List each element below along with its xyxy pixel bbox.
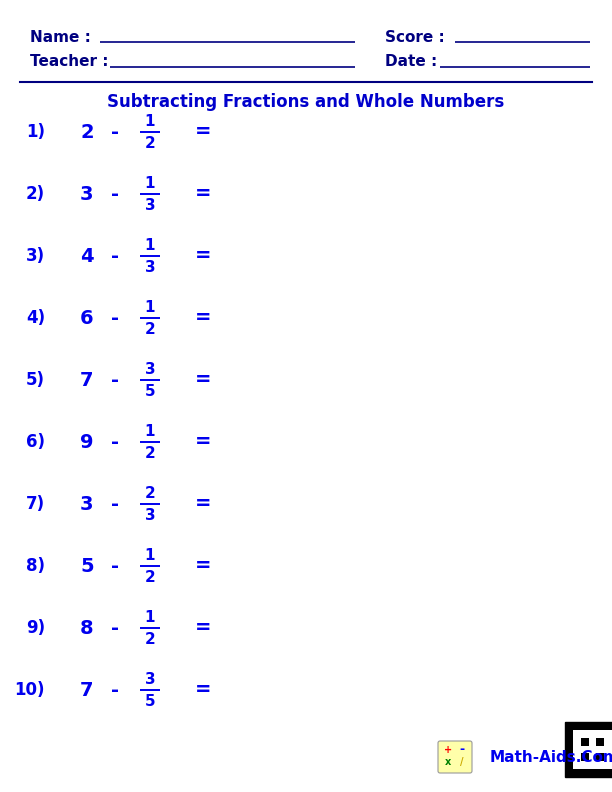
Text: -: - [111, 123, 119, 142]
Text: 1): 1) [26, 123, 45, 141]
Text: =: = [195, 494, 212, 513]
Text: 2: 2 [144, 569, 155, 584]
Text: -: - [111, 371, 119, 390]
Text: 4): 4) [26, 309, 45, 327]
Bar [565, 722, 573, 730]
Text: 8: 8 [80, 619, 94, 638]
Bar [589, 722, 597, 730]
Bar [565, 769, 573, 777]
Text: /: / [460, 757, 464, 767]
Text: 3: 3 [144, 260, 155, 275]
Bar [597, 769, 604, 777]
Bar [604, 722, 612, 730]
Bar [589, 769, 597, 777]
Bar [597, 722, 604, 730]
Text: 2: 2 [144, 631, 155, 646]
Text: -: - [111, 494, 119, 513]
Text: Date :: Date : [385, 55, 437, 70]
Text: =: = [195, 123, 212, 142]
Text: Score :: Score : [385, 29, 445, 44]
Bar [573, 769, 581, 777]
Bar [565, 722, 612, 777]
FancyBboxPatch shape [438, 741, 472, 773]
Text: 1: 1 [145, 176, 155, 191]
Text: 3): 3) [26, 247, 45, 265]
Text: Math-Aids.Com: Math-Aids.Com [490, 749, 612, 764]
Bar [581, 737, 589, 745]
Bar [604, 769, 612, 777]
Text: 2: 2 [144, 322, 155, 337]
Text: 4: 4 [80, 246, 94, 265]
Text: =: = [195, 619, 212, 638]
Text: 2): 2) [26, 185, 45, 203]
Text: =: = [195, 557, 212, 576]
Text: -: - [111, 432, 119, 451]
Text: =: = [195, 185, 212, 204]
Text: 3: 3 [144, 197, 155, 212]
Bar [565, 745, 573, 753]
Text: -: - [111, 185, 119, 204]
Bar [597, 737, 604, 745]
Text: 5: 5 [144, 383, 155, 398]
Text: =: = [195, 309, 212, 328]
Text: 5: 5 [80, 557, 94, 576]
Text: 3: 3 [144, 508, 155, 523]
Bar [565, 753, 573, 761]
Text: Teacher :: Teacher : [30, 55, 108, 70]
Text: Subtracting Fractions and Whole Numbers: Subtracting Fractions and Whole Numbers [107, 93, 505, 111]
Text: +: + [444, 745, 452, 755]
Bar [581, 769, 589, 777]
Text: -: - [111, 246, 119, 265]
Text: 3: 3 [144, 672, 155, 687]
Text: 5): 5) [26, 371, 45, 389]
Text: 1: 1 [145, 113, 155, 128]
Text: -: - [111, 309, 119, 328]
Text: 2: 2 [144, 445, 155, 460]
Bar [565, 737, 573, 745]
Text: 8): 8) [26, 557, 45, 575]
Text: 7: 7 [80, 680, 94, 699]
Text: 2: 2 [144, 135, 155, 150]
Text: 6): 6) [26, 433, 45, 451]
Text: 6: 6 [80, 309, 94, 328]
Text: 7: 7 [80, 371, 94, 390]
Text: 5: 5 [144, 694, 155, 709]
Bar [597, 753, 604, 761]
Text: 3: 3 [80, 185, 94, 204]
Text: 1: 1 [145, 547, 155, 562]
Text: Name :: Name : [30, 29, 91, 44]
Text: 3: 3 [144, 361, 155, 376]
Text: =: = [195, 432, 212, 451]
Bar [565, 761, 573, 769]
Text: 9: 9 [80, 432, 94, 451]
Text: 9): 9) [26, 619, 45, 637]
Text: -: - [111, 557, 119, 576]
Text: 1: 1 [145, 299, 155, 314]
Text: 7): 7) [26, 495, 45, 513]
Text: -: - [460, 744, 465, 756]
Text: =: = [195, 371, 212, 390]
Text: 1: 1 [145, 424, 155, 439]
Bar [565, 730, 573, 737]
Text: 1: 1 [145, 610, 155, 625]
Text: =: = [195, 246, 212, 265]
Text: 2: 2 [80, 123, 94, 142]
Text: -: - [111, 680, 119, 699]
Text: 3: 3 [80, 494, 94, 513]
Text: =: = [195, 680, 212, 699]
Text: x: x [445, 757, 451, 767]
Text: 10): 10) [15, 681, 45, 699]
Text: 2: 2 [144, 485, 155, 501]
Text: -: - [111, 619, 119, 638]
Bar [573, 722, 581, 730]
Bar [581, 753, 589, 761]
Text: 1: 1 [145, 238, 155, 253]
Bar [581, 722, 589, 730]
